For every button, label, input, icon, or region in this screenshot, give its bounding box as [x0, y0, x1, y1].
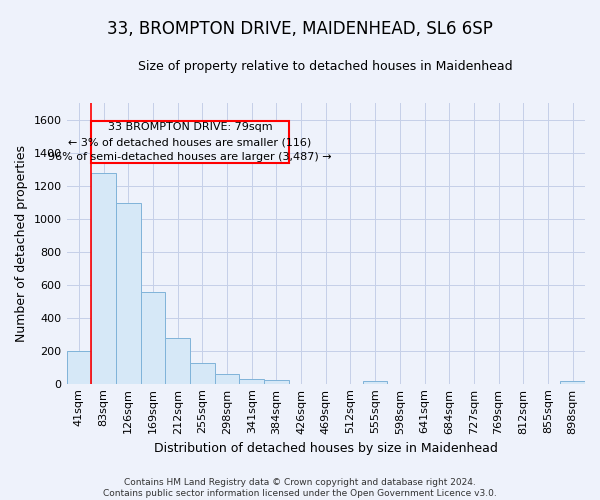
Bar: [91, 174, 116, 384]
Bar: [165, 338, 190, 384]
X-axis label: Distribution of detached houses by size in Maidenhead: Distribution of detached houses by size …: [154, 442, 498, 455]
Bar: [91, 122, 289, 162]
Text: 33, BROMPTON DRIVE, MAIDENHEAD, SL6 6SP: 33, BROMPTON DRIVE, MAIDENHEAD, SL6 6SP: [107, 20, 493, 38]
Bar: [239, 379, 264, 384]
Text: Contains HM Land Registry data © Crown copyright and database right 2024.
Contai: Contains HM Land Registry data © Crown c…: [103, 478, 497, 498]
Bar: [190, 363, 215, 384]
Bar: [116, 203, 140, 384]
Bar: [67, 350, 91, 384]
Bar: [215, 374, 239, 384]
Y-axis label: Number of detached properties: Number of detached properties: [15, 145, 28, 342]
Bar: [264, 380, 289, 384]
Bar: [560, 380, 585, 384]
Text: 33 BROMPTON DRIVE: 79sqm
← 3% of detached houses are smaller (116)
96% of semi-d: 33 BROMPTON DRIVE: 79sqm ← 3% of detache…: [48, 122, 332, 162]
Bar: [140, 292, 165, 384]
Bar: [363, 380, 388, 384]
Title: Size of property relative to detached houses in Maidenhead: Size of property relative to detached ho…: [139, 60, 513, 73]
